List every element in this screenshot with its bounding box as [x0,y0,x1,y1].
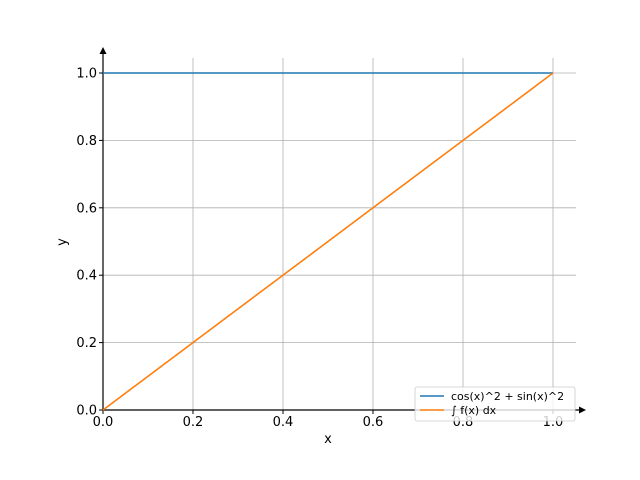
legend-box [414,386,576,422]
legend-label-2: ∫ f(x) dx [451,404,497,417]
series-line-2 [102,72,554,411]
y-tick-label: 0.2 [76,336,97,351]
series-lines [102,72,554,411]
legend-label-1: cos(x)^2 + sin(x)^2 [451,390,564,403]
x-tick-label: 0.4 [273,415,294,430]
x-tick-label: 0.2 [183,415,204,430]
y-tick-label: 1.0 [76,67,97,82]
legend: cos(x)^2 + sin(x)^2∫ f(x) dx [414,386,576,422]
x-axis-label: x [324,432,332,447]
y-axis-label: y [55,238,70,246]
y-tick-label: 0.4 [76,269,97,284]
y-axis-arrow-icon [99,47,107,54]
y-tick-label: 0.0 [76,404,97,419]
y-tick-label: 0.6 [76,201,97,216]
y-tick-label: 0.8 [76,134,97,149]
x-tick-label: 0.0 [93,415,114,430]
x-tick-label: 0.6 [363,415,384,430]
x-axis-arrow-icon [579,406,586,414]
